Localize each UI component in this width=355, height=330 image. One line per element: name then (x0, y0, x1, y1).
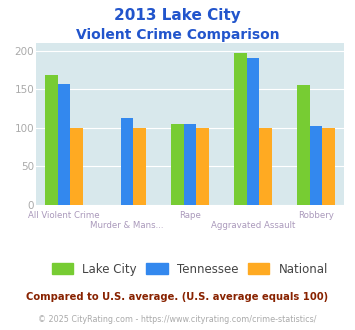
Bar (58, 84, 70, 205)
Text: Compared to U.S. average. (U.S. average equals 100): Compared to U.S. average. (U.S. average … (26, 292, 329, 302)
Text: Murder & Mans...: Murder & Mans... (90, 221, 164, 230)
Text: All Violent Crime: All Violent Crime (28, 211, 100, 220)
Bar (184, 124, 196, 205)
Bar (171, 124, 184, 205)
Legend: Lake City, Tennessee, National: Lake City, Tennessee, National (48, 259, 332, 279)
Bar (247, 57, 259, 205)
Bar (310, 126, 322, 205)
Text: Violent Crime Comparison: Violent Crime Comparison (76, 28, 279, 42)
Text: © 2025 CityRating.com - https://www.cityrating.com/crime-statistics/: © 2025 CityRating.com - https://www.city… (38, 315, 317, 324)
Bar (133, 128, 146, 205)
Text: Robbery: Robbery (298, 211, 334, 220)
Bar (196, 128, 209, 205)
Bar (234, 53, 247, 205)
Bar (70, 128, 83, 205)
Text: Aggravated Assault: Aggravated Assault (211, 221, 295, 230)
Bar (322, 128, 335, 205)
Text: Rape: Rape (179, 211, 201, 220)
Bar (45, 75, 58, 205)
Bar (121, 117, 133, 205)
Bar (259, 128, 272, 205)
Bar (297, 85, 310, 205)
Text: 2013 Lake City: 2013 Lake City (114, 8, 241, 23)
